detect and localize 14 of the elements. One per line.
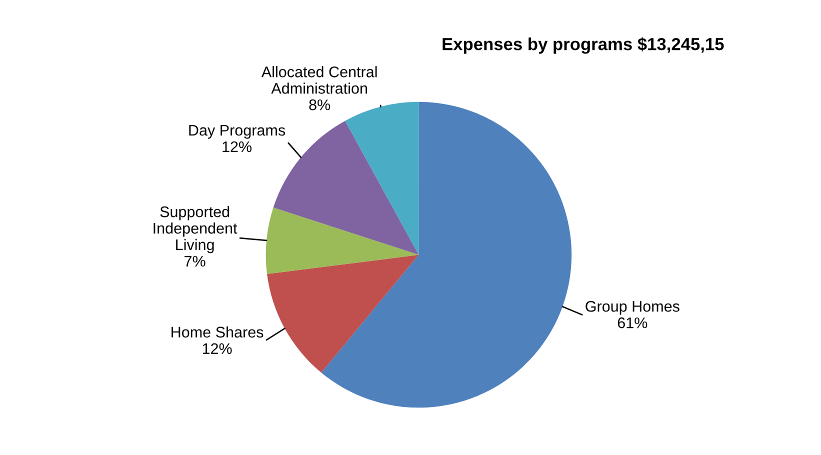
pie-slice <box>266 208 419 274</box>
data-label: 12% <box>222 141 252 152</box>
slice-label: Home Shares <box>172 326 264 338</box>
slice-label: Allocated Central Administration <box>261 66 377 94</box>
data-label: 8% <box>309 99 330 110</box>
slice-label: Day Programs <box>189 125 286 139</box>
pie-slice <box>267 254 419 373</box>
data-label: 61% <box>618 317 648 328</box>
slice-label: Supported Independent Living <box>154 206 238 254</box>
data-label: 7% <box>184 256 206 267</box>
pie-slice <box>345 102 419 255</box>
slice-label: Group Homes <box>586 300 680 315</box>
chart-title: Expenses by programs $13,245,15 <box>442 37 724 54</box>
data-label: 12% <box>202 343 232 354</box>
